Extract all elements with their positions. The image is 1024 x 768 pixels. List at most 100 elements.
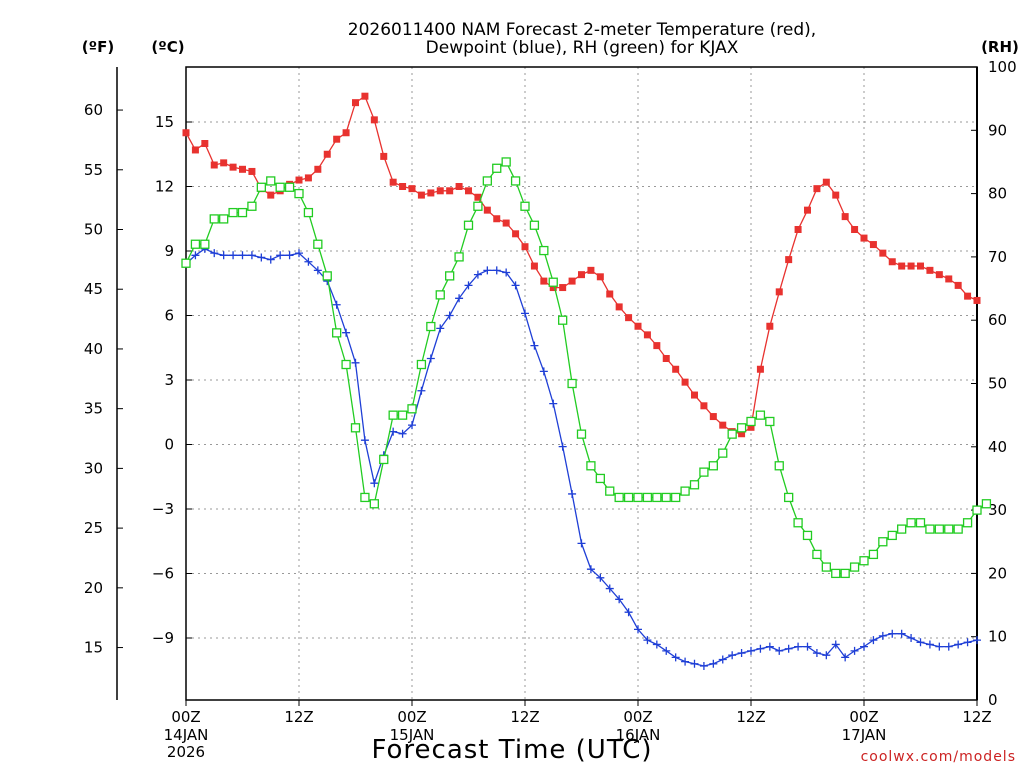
x-tick-label: 12Z xyxy=(736,708,765,726)
dewpoint-point xyxy=(652,640,661,649)
fahrenheit-tick-label: 15 xyxy=(84,639,103,657)
rh-point xyxy=(868,549,879,560)
temperature-point xyxy=(380,152,388,160)
temperature-point xyxy=(201,140,209,147)
temperature-point xyxy=(474,193,482,201)
dewpoint-point xyxy=(370,479,379,488)
rh-point xyxy=(736,423,747,433)
temperature-point xyxy=(446,187,454,195)
fahrenheit-tick-label: 50 xyxy=(84,221,103,239)
x-tick-label: 12Z xyxy=(510,708,539,726)
dewpoint-point xyxy=(596,573,605,582)
dewpoint-point xyxy=(568,489,577,498)
fahrenheit-tick-label: 45 xyxy=(84,280,103,298)
temperature-point xyxy=(662,355,670,362)
dewpoint-point xyxy=(445,311,454,320)
rh-point xyxy=(407,404,417,414)
dewpoint-point xyxy=(464,281,473,290)
temperature-point xyxy=(738,430,746,438)
rh-point xyxy=(341,359,351,370)
dewpoint-point xyxy=(530,341,539,350)
dewpoint-point xyxy=(492,266,501,275)
rh-point xyxy=(661,492,671,503)
rh-point xyxy=(934,524,944,534)
rh-tick-label: 30 xyxy=(988,501,1007,519)
dewpoint-point xyxy=(634,625,642,634)
x-tick-label: 00Z xyxy=(397,708,426,726)
temperature-point xyxy=(248,167,256,175)
rh-point xyxy=(840,568,850,579)
x-tick-label: 12Z xyxy=(962,708,991,726)
dewpoint-point xyxy=(389,427,398,436)
temperature-point xyxy=(606,290,614,298)
dewpoint-point xyxy=(822,651,831,660)
rh-point xyxy=(426,321,436,332)
rh-point xyxy=(793,518,803,528)
dewpoint-point xyxy=(963,638,972,647)
temperature-point xyxy=(653,342,661,350)
rh-point xyxy=(576,429,587,439)
rh-point xyxy=(689,480,700,490)
rh-point xyxy=(802,530,813,541)
dewpoint-point xyxy=(332,300,341,309)
fahrenheit-tick-label: 30 xyxy=(84,459,103,477)
dewpoint-point xyxy=(360,436,369,445)
rh-point xyxy=(256,182,266,192)
rh-point xyxy=(972,505,982,515)
rh-point xyxy=(774,461,784,471)
rh-tick-label: 0 xyxy=(988,691,998,709)
x-tick-label: 12Z xyxy=(284,708,313,726)
temperature-point xyxy=(182,129,190,137)
rh-point xyxy=(294,188,304,199)
temperature-point xyxy=(370,116,378,124)
temperature-point xyxy=(822,178,830,186)
temperature-point xyxy=(888,258,896,266)
dewpoint-point xyxy=(342,328,351,337)
dewpoint-point xyxy=(869,636,878,645)
dewpoint-point xyxy=(954,640,963,649)
rh-point xyxy=(397,410,408,420)
dewpoint-point xyxy=(897,629,906,638)
chart-title-line-1: 2026011400 NAM Forecast 2-meter Temperat… xyxy=(348,20,816,40)
rh-point xyxy=(473,201,483,211)
rh-point xyxy=(906,518,916,528)
rh-point xyxy=(944,524,954,534)
dewpoint-point xyxy=(794,642,803,651)
dewpoint-point xyxy=(935,642,944,651)
dewpoint-point xyxy=(888,629,897,638)
temperature-point xyxy=(483,206,491,214)
rh-point xyxy=(652,492,662,503)
temperature-point xyxy=(399,183,407,190)
temperature-point xyxy=(229,163,237,171)
rh-point xyxy=(529,220,540,230)
rh-point xyxy=(623,492,634,503)
rh-point xyxy=(520,201,530,211)
rh-point xyxy=(765,416,775,427)
dewpoint-point xyxy=(210,249,219,258)
dewpoint-point xyxy=(718,655,727,664)
temperature-point xyxy=(756,365,764,373)
temperature-point xyxy=(389,178,397,186)
celsius-unit-label: (ºC) xyxy=(151,38,184,56)
rh-unit-label: (RH) xyxy=(981,38,1019,56)
rh-point xyxy=(953,524,963,534)
rh-point xyxy=(727,429,737,439)
temperature-point xyxy=(465,187,472,195)
fahrenheit-tick-label: 60 xyxy=(84,101,103,119)
rh-point xyxy=(831,568,841,579)
rh-point xyxy=(671,492,681,503)
rh-point xyxy=(482,176,492,186)
temperature-point xyxy=(709,413,717,421)
temperature-point xyxy=(408,185,416,193)
temperature-point xyxy=(625,314,633,322)
rh-point xyxy=(219,214,229,224)
dewpoint-point xyxy=(803,642,812,651)
rh-point xyxy=(228,207,238,218)
rh-point xyxy=(360,492,370,503)
rh-point xyxy=(878,537,888,547)
dewpoint-point xyxy=(765,642,774,651)
rh-point xyxy=(558,315,568,325)
rh-tick-label: 70 xyxy=(988,248,1007,266)
rh-point xyxy=(266,176,276,186)
